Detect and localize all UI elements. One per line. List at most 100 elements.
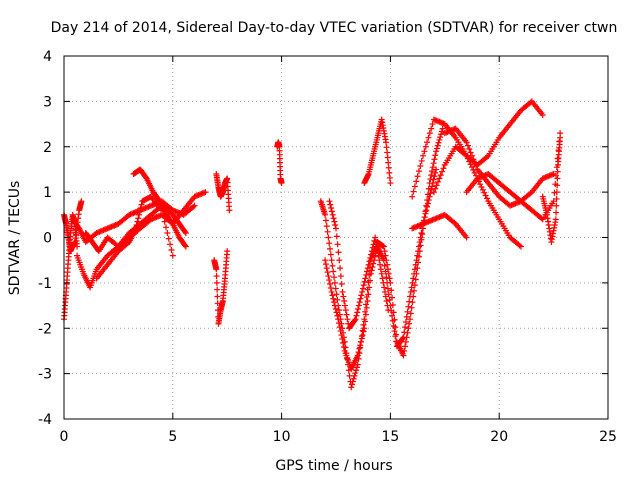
data-point-marker	[406, 320, 413, 327]
data-point-marker	[517, 243, 524, 250]
data-point-marker	[328, 257, 335, 264]
data-point-marker	[378, 270, 385, 277]
data-point-marker	[407, 310, 414, 317]
data-point-marker	[343, 311, 350, 318]
data-point-marker	[415, 168, 422, 175]
data-point-marker	[373, 243, 380, 250]
data-point-marker	[527, 190, 534, 197]
data-point-marker	[412, 261, 419, 268]
series-track-seven-a	[213, 170, 233, 214]
data-point-marker	[213, 279, 220, 286]
data-point-marker	[327, 284, 334, 291]
data-point-marker	[355, 302, 362, 309]
data-point-marker	[213, 273, 220, 280]
data-point-marker	[348, 384, 355, 391]
data-point-marker	[430, 189, 437, 196]
data-point-marker	[434, 142, 441, 149]
data-point-marker	[324, 228, 331, 235]
data-point-marker	[214, 293, 221, 300]
data-point-marker	[384, 154, 391, 161]
data-point-marker	[331, 218, 338, 225]
data-point-marker	[330, 295, 337, 302]
data-point-marker	[362, 275, 369, 282]
series-track-early-f	[130, 166, 189, 250]
data-point-marker	[386, 169, 393, 176]
data-point-marker	[335, 316, 342, 323]
data-point-marker	[138, 201, 145, 208]
data-point-marker	[164, 229, 171, 236]
data-point-marker	[420, 152, 427, 159]
y-tick-label: -3	[38, 367, 52, 383]
data-point-marker	[161, 218, 168, 225]
data-point-marker	[437, 131, 444, 138]
data-point-marker	[353, 312, 360, 319]
data-point-marker	[388, 287, 395, 294]
data-point-marker	[168, 246, 175, 253]
data-point-marker	[462, 151, 469, 158]
series-track-seven-b	[211, 248, 231, 327]
data-point-marker	[326, 277, 333, 284]
data-point-marker	[352, 370, 359, 377]
data-point-marker	[418, 229, 425, 236]
data-point-marker	[428, 172, 435, 179]
data-point-marker	[333, 233, 340, 240]
data-point-marker	[380, 243, 387, 250]
data-point-marker	[364, 265, 371, 272]
data-point-marker	[136, 208, 143, 215]
data-point-marker	[369, 244, 376, 251]
data-point-marker	[322, 261, 329, 268]
data-point-marker	[467, 149, 474, 156]
data-point-marker	[351, 372, 358, 379]
data-point-marker	[137, 205, 144, 212]
data-point-marker	[382, 268, 389, 275]
data-point-marker	[335, 320, 342, 327]
data-point-marker	[402, 338, 409, 345]
data-point-marker	[430, 176, 437, 183]
data-point-marker	[553, 172, 560, 179]
data-point-marker	[557, 134, 564, 141]
data-point-marker	[340, 339, 347, 346]
data-point-marker	[338, 332, 345, 339]
data-point-marker	[356, 299, 363, 306]
data-point-marker	[401, 347, 408, 354]
x-tick-label: 0	[60, 429, 69, 445]
data-point-marker	[379, 275, 386, 282]
series-track-mid-d	[361, 116, 394, 187]
data-point-marker	[410, 188, 417, 195]
data-point-marker	[380, 279, 387, 286]
data-point-marker	[342, 307, 349, 314]
y-tick-label: 1	[43, 185, 52, 201]
data-point-marker	[553, 195, 560, 202]
y-tick-label: -1	[38, 276, 52, 292]
data-point-marker	[334, 296, 341, 303]
data-point-marker	[337, 265, 344, 272]
data-point-marker	[466, 158, 473, 165]
data-point-marker	[169, 252, 176, 259]
data-point-marker	[324, 269, 331, 276]
y-tick-label: 0	[43, 231, 52, 247]
data-point-marker	[329, 211, 336, 218]
data-point-marker	[362, 308, 369, 315]
data-point-marker	[360, 282, 367, 289]
y-tick-label: 4	[43, 49, 52, 65]
data-point-marker	[473, 163, 480, 170]
data-point-marker	[538, 215, 545, 222]
data-point-marker	[470, 156, 477, 163]
data-point-marker	[327, 201, 334, 208]
data-point-marker	[431, 173, 438, 180]
x-tick-label: 5	[168, 429, 177, 445]
data-point-marker	[439, 168, 446, 175]
data-point-marker	[432, 185, 439, 192]
data-point-marker	[202, 189, 209, 196]
data-point-marker	[469, 164, 475, 171]
data-point-marker	[354, 352, 361, 359]
data-point-marker	[400, 352, 407, 359]
data-point-marker	[408, 304, 415, 311]
data-point-marker	[389, 312, 396, 319]
data-point-marker	[432, 169, 439, 176]
series-track-early-g	[93, 193, 176, 282]
data-point-marker	[367, 270, 374, 277]
data-point-marker	[416, 239, 423, 246]
data-point-marker	[435, 139, 442, 146]
